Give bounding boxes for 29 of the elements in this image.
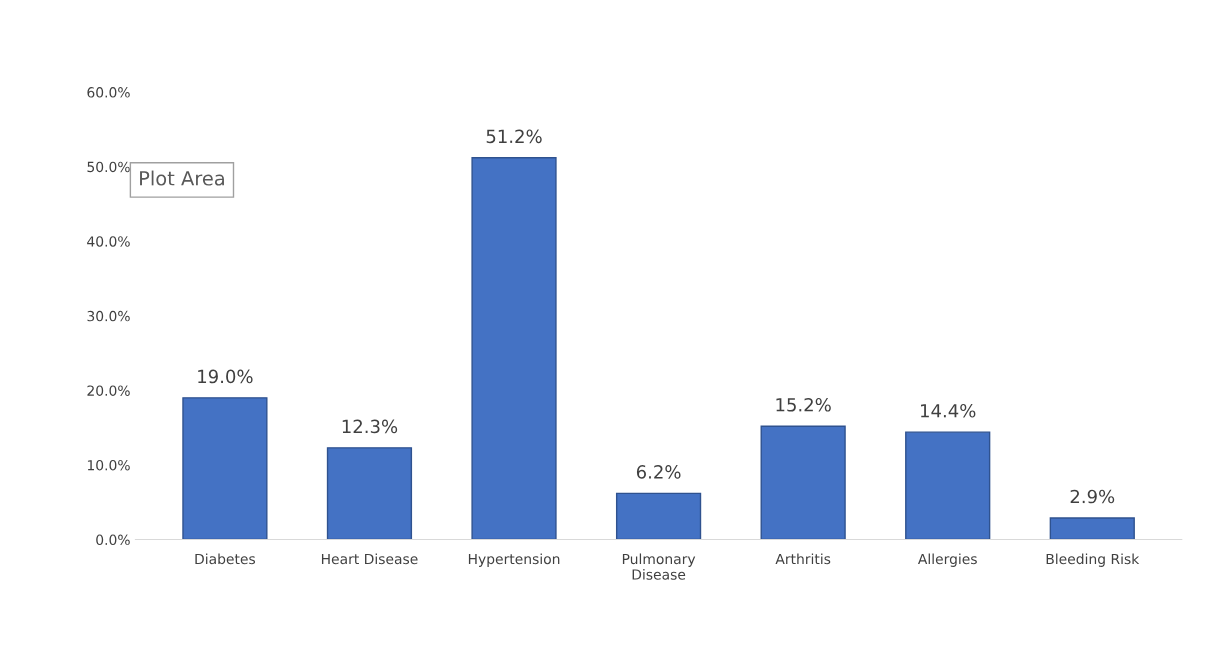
x-tick-label: Allergies [917, 553, 977, 567]
y-tick-label: 30.0% [87, 310, 130, 322]
data-label: 15.2% [776, 397, 831, 412]
bar [326, 447, 413, 540]
data-label: 51.2% [486, 129, 542, 144]
y-tick-label: 20.0% [87, 385, 130, 396]
x-tick-label: Heart Disease [321, 553, 418, 565]
x-tick-label: Arthritis [775, 553, 831, 565]
bar [1049, 517, 1135, 540]
bar [471, 157, 557, 540]
bar [905, 431, 991, 540]
data-label: 19.0% [198, 369, 253, 384]
y-tick-label: 60.0% [87, 87, 130, 98]
y-tick-label: 10.0% [87, 459, 130, 471]
x-tick-label: Pulmonary Disease [622, 553, 696, 580]
x-tick-label: Bleeding Risk [1046, 553, 1140, 567]
x-tick-label: Hypertension [468, 553, 560, 567]
bar [182, 397, 268, 540]
bar [615, 492, 702, 540]
data-label: 2.9% [1070, 489, 1115, 504]
y-tick-label: 40.0% [87, 236, 130, 247]
data-label: 6.2% [636, 465, 681, 479]
data-label: 12.3% [342, 419, 398, 434]
data-label: 14.4% [921, 403, 976, 418]
bar [760, 425, 846, 540]
y-tick-label: 0.0% [96, 534, 130, 546]
annotation: Plot Area [140, 170, 224, 186]
x-tick-label: Diabetes [195, 553, 256, 565]
y-tick-label: 50.0% [87, 161, 130, 173]
